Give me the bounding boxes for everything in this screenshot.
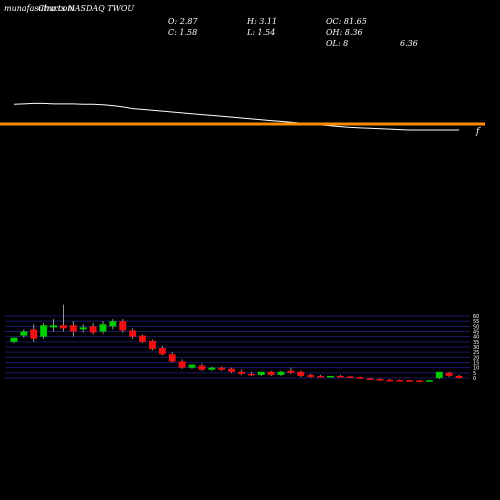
candle-body xyxy=(317,375,325,378)
ema-fast-line xyxy=(13,102,460,131)
brand-text: munafasutra.com xyxy=(4,4,75,13)
oc-value: OC: 81.65 xyxy=(326,17,367,26)
candle-body xyxy=(59,325,67,329)
candle-body xyxy=(257,371,265,375)
candle-body xyxy=(297,371,305,376)
candle-body xyxy=(336,375,344,378)
candle-body xyxy=(228,368,236,372)
candle-body xyxy=(307,374,315,377)
candle-body xyxy=(455,375,463,378)
ol-value: 6.36 xyxy=(400,39,418,48)
candle-body xyxy=(148,340,156,350)
candle-body xyxy=(376,379,384,381)
y-tick-label: 45 xyxy=(473,330,479,336)
y-tick-label: 20 xyxy=(473,355,479,361)
candle-body xyxy=(168,354,176,362)
ol-label: OL: 8 xyxy=(326,39,348,48)
y-tick-label: 5 xyxy=(473,371,476,377)
candle-body xyxy=(356,377,364,379)
candle-body xyxy=(218,367,226,370)
candle-body xyxy=(327,375,334,378)
open-value: O: 2.87 xyxy=(168,17,199,26)
y-tick-label: 50 xyxy=(473,324,479,330)
candle-body xyxy=(50,325,57,328)
candle-body xyxy=(386,379,394,382)
candle-body xyxy=(406,380,414,382)
y-tick-label: 25 xyxy=(473,350,479,356)
candle-body xyxy=(188,364,196,368)
candle-body xyxy=(208,367,216,370)
candle-body xyxy=(129,330,137,337)
y-tick-label: 10 xyxy=(473,366,479,372)
y-tick-label: 60 xyxy=(473,314,479,320)
candle-body xyxy=(109,321,117,327)
candle-body xyxy=(20,331,28,336)
candle-body xyxy=(425,380,433,382)
candle-body xyxy=(198,365,206,370)
candle-body xyxy=(10,337,18,342)
candle-body xyxy=(99,324,107,332)
y-tick-label: 35 xyxy=(473,340,479,346)
candle-body xyxy=(247,373,255,376)
candle-body xyxy=(40,325,48,337)
close-value: C: 1.58 xyxy=(168,28,197,37)
candle-body xyxy=(435,371,443,378)
candle-body xyxy=(158,348,166,355)
candle-body xyxy=(396,380,404,382)
candle-body xyxy=(89,326,97,333)
candle-body xyxy=(69,325,77,332)
price-grid xyxy=(5,315,470,379)
candle-body xyxy=(237,371,245,374)
candle-body xyxy=(267,371,275,375)
candle-body xyxy=(139,335,146,342)
candle-body xyxy=(445,372,453,376)
candle-body xyxy=(178,361,186,368)
candle-body xyxy=(346,376,354,378)
y-tick-label: 30 xyxy=(473,345,479,351)
candle-body xyxy=(119,321,127,331)
oh-value: OH: 8.36 xyxy=(326,28,363,37)
candle-body xyxy=(79,327,87,330)
y-tick-label: 40 xyxy=(473,335,479,341)
candle-body xyxy=(366,378,374,381)
low-value: L: 1.54 xyxy=(246,28,275,37)
chart-title: Charts NASDAQ TWOU xyxy=(38,4,134,13)
high-value: H: 3.11 xyxy=(246,17,277,26)
candle-body xyxy=(277,371,285,375)
y-tick-label: 0 xyxy=(473,376,476,382)
y-tick-label: 15 xyxy=(473,361,479,367)
candle-body xyxy=(287,370,295,373)
last-price-marker: f xyxy=(475,127,481,137)
candle-body xyxy=(416,380,423,383)
candles xyxy=(10,304,463,383)
candle-body xyxy=(30,329,38,339)
y-tick-label: 55 xyxy=(473,319,479,325)
moving-average-lines: f xyxy=(0,102,485,137)
